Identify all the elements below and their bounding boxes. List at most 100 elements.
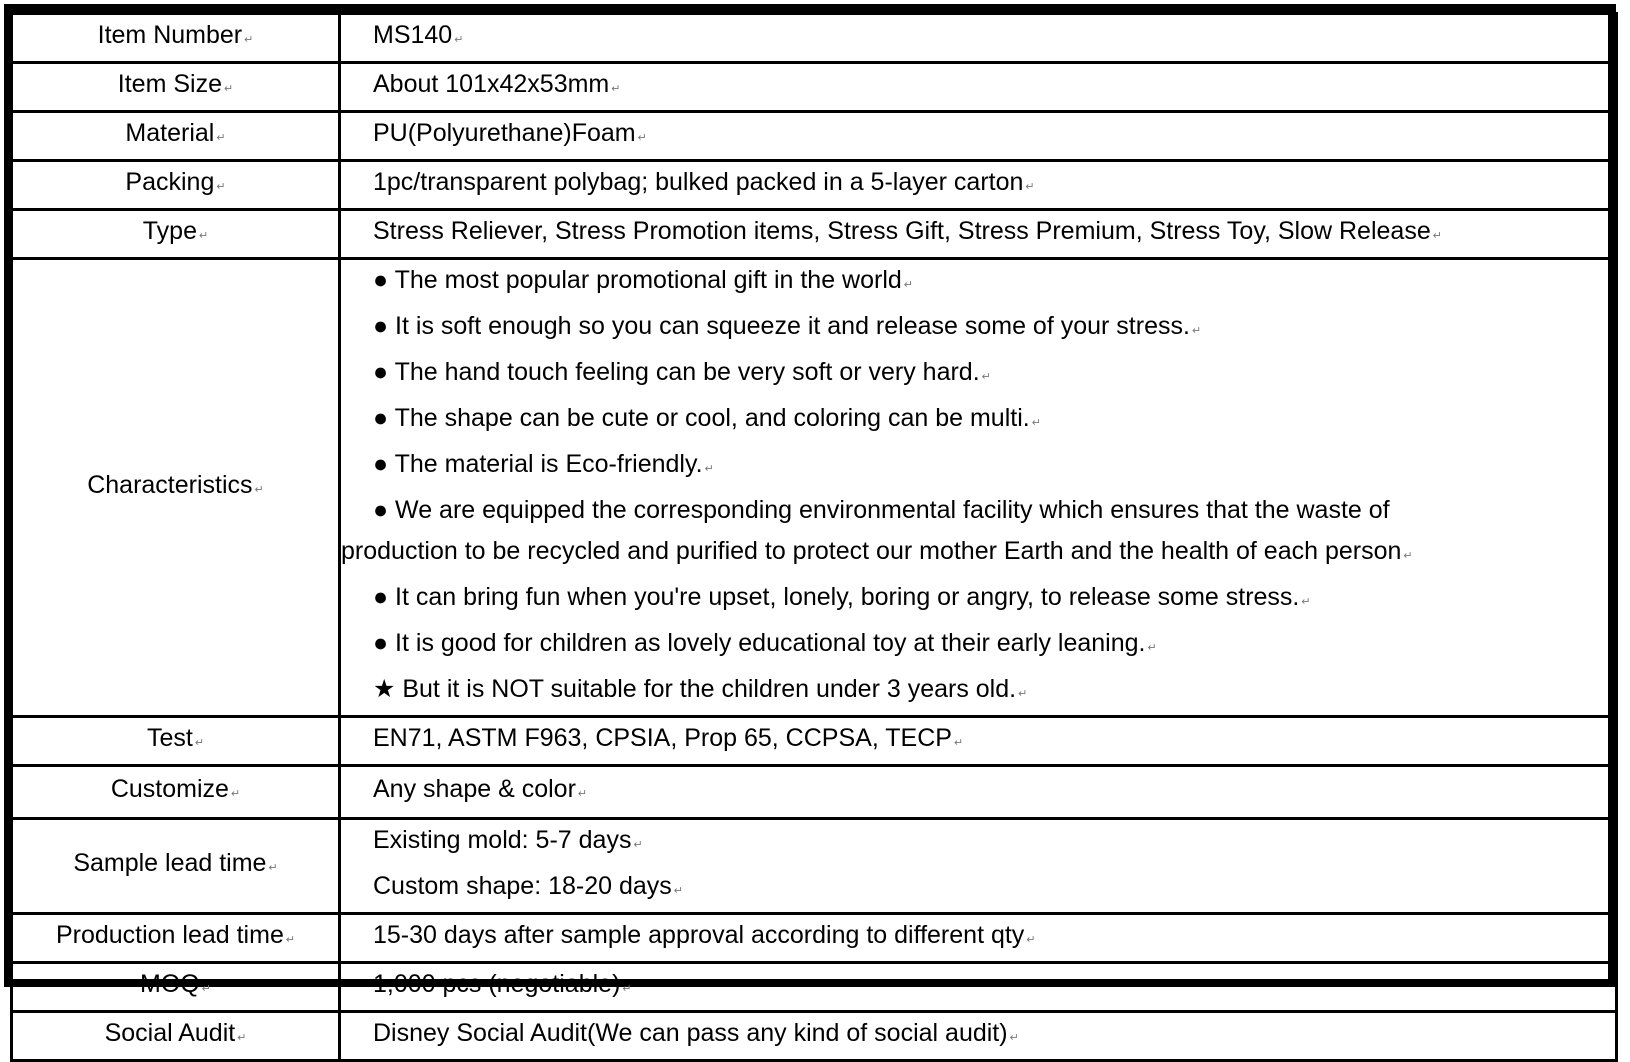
paragraph-mark-icon: ↵ [230, 788, 241, 800]
row-label: MOQ ↵ [10, 961, 341, 1013]
paragraph-mark-icon: ↵ [1026, 934, 1036, 946]
label-text: Sample lead time [73, 849, 267, 877]
paragraph-mark-icon: ↵ [1031, 417, 1041, 429]
paragraph-mark-icon: ↵ [285, 934, 296, 946]
row-label: Item Number ↵ [10, 12, 341, 64]
value-text: Custom shape: 18-20 days [373, 872, 672, 900]
paragraph-mark-icon: ↵ [223, 83, 234, 95]
value-text: 1,000 pcs (negotiable) [373, 970, 621, 998]
paragraph-mark-icon: ↵ [903, 279, 914, 291]
row-label: Packing ↵ [10, 159, 341, 211]
paragraph-mark-icon: ↵ [216, 132, 226, 144]
paragraph-mark-icon: ↵ [237, 1032, 247, 1044]
paragraph-mark-icon: ↵ [454, 34, 464, 46]
paragraph-mark-icon: ↵ [1025, 181, 1035, 193]
row-value: ● The most popular promotional gift in t… [338, 257, 1618, 718]
value-text: ● We are equipped the corresponding envi… [373, 496, 1390, 524]
paragraph-mark-icon: ↵ [254, 483, 264, 496]
label-text: Item Size [117, 70, 222, 98]
value-line: ● The material is Eco-friendly. ↵ [373, 444, 1614, 490]
paragraph-mark-icon: ↵ [633, 839, 643, 851]
row-label: Social Audit ↵ [10, 1010, 341, 1062]
paragraph-mark-icon: ↵ [1191, 325, 1202, 337]
row-label: Item Size ↵ [10, 61, 341, 113]
label-text: Item Number [97, 21, 243, 49]
value-line: Existing mold: 5-7 days ↵ [373, 822, 1614, 867]
value-line: PU(Polyurethane)Foam ↵ [373, 115, 1614, 158]
value-line: ● We are equipped the corresponding envi… [373, 490, 1614, 531]
table-row: Production lead time ↵ 15-30 days after sa… [10, 912, 1618, 964]
row-value: About 101x42x53mm ↵ [338, 61, 1618, 113]
label-text: Material [125, 119, 215, 147]
table-row: Type ↵ Stress Reliever, Stress Promotion i… [10, 208, 1618, 260]
value-text: ● The hand touch feeling can be very sof… [373, 358, 980, 386]
value-line: ● It is soft enough so you can squeeze i… [373, 306, 1614, 352]
label-text: Customize [110, 775, 229, 803]
row-label: Material ↵ [10, 110, 341, 162]
row-label: Type ↵ [10, 208, 341, 260]
paragraph-mark-icon: ↵ [244, 34, 254, 46]
table-row: Test ↵ EN71, ASTM F963, CPSIA, Prop 65, CC… [10, 715, 1618, 767]
paragraph-mark-icon: ↵ [611, 83, 621, 95]
value-line: Any shape & color ↵ [373, 769, 1614, 815]
paragraph-mark-icon: ↵ [1018, 688, 1028, 700]
value-line: ● It is good for children as lovely educ… [373, 623, 1614, 669]
value-text: PU(Polyurethane)Foam [373, 119, 636, 147]
paragraph-mark-icon: ↵ [622, 983, 632, 995]
paragraph-mark-icon: ↵ [953, 737, 964, 749]
row-label: Characteristics ↵ [10, 257, 341, 718]
label-text: Type [142, 217, 197, 245]
row-label: Production lead time ↵ [10, 912, 341, 964]
value-text: ● It can bring fun when you're upset, lo… [373, 583, 1300, 611]
paragraph-mark-icon: ↵ [637, 132, 647, 144]
value-text: ● The material is Eco-friendly. [373, 450, 703, 478]
value-text: MS140 [373, 21, 453, 49]
label-text: Characteristics [87, 470, 253, 499]
value-line: ● It can bring fun when you're upset, lo… [373, 577, 1614, 623]
row-value: EN71, ASTM F963, CPSIA, Prop 65, CCPSA, … [338, 715, 1618, 767]
row-label: Customize ↵ [10, 764, 341, 820]
row-value: 1pc/transparent polybag; bulked packed i… [338, 159, 1618, 211]
paragraph-mark-icon: ↵ [194, 737, 205, 749]
value-text: 1pc/transparent polybag; bulked packed i… [373, 168, 1024, 196]
value-text: production to be recycled and purified t… [341, 537, 1402, 565]
table-row: Material ↵ PU(Polyurethane)Foam ↵ [10, 110, 1618, 162]
paragraph-mark-icon: ↵ [1403, 550, 1413, 562]
row-value: Stress Reliever, Stress Promotion items,… [338, 208, 1618, 260]
value-text: Any shape & color [373, 775, 576, 803]
product-spec-table: Item Number ↵ MS140 ↵ Item Size ↵ About 101x42… [10, 12, 1618, 1062]
table-row: Customize ↵ Any shape & color ↵ [10, 764, 1618, 820]
row-value: 1,000 pcs (negotiable) ↵ [338, 961, 1618, 1013]
label-text: Production lead time [55, 921, 284, 949]
row-value: MS140 ↵ [338, 12, 1618, 64]
paragraph-mark-icon: ↵ [1009, 1032, 1019, 1044]
value-text: About 101x42x53mm [373, 70, 610, 98]
paragraph-mark-icon: ↵ [1147, 642, 1157, 654]
value-text: Existing mold: 5-7 days [373, 826, 632, 854]
value-text: ● The most popular promotional gift in t… [373, 266, 902, 294]
value-line: About 101x42x53mm ↵ [373, 66, 1614, 109]
value-line: EN71, ASTM F963, CPSIA, Prop 65, CCPSA, … [373, 720, 1614, 763]
row-value: PU(Polyurethane)Foam ↵ [338, 110, 1618, 162]
value-text: ● It is soft enough so you can squeeze i… [373, 312, 1190, 340]
paragraph-mark-icon: ↵ [216, 181, 226, 193]
row-value: Existing mold: 5-7 days ↵ Custom shape: 18… [338, 817, 1618, 915]
value-line: 1pc/transparent polybag; bulked packed i… [373, 164, 1614, 207]
value-text: Stress Reliever, Stress Promotion items,… [373, 217, 1431, 245]
table-row: Sample lead time ↵ Existing mold: 5-7 days… [10, 817, 1618, 915]
value-text: ● The shape can be cute or cool, and col… [373, 404, 1030, 432]
value-line: 15-30 days after sample approval accordi… [373, 917, 1614, 960]
paragraph-mark-icon: ↵ [268, 862, 278, 874]
table-row: Item Size ↵ About 101x42x53mm ↵ [10, 61, 1618, 113]
paragraph-mark-icon: ↵ [1432, 230, 1442, 242]
paragraph-mark-icon: ↵ [981, 371, 991, 383]
value-line: Custom shape: 18-20 days ↵ [373, 866, 1614, 911]
row-label: Sample lead time ↵ [10, 817, 341, 915]
paragraph-mark-icon: ↵ [704, 463, 714, 475]
table-row: Social Audit ↵ Disney Social Audit(We can … [10, 1010, 1618, 1062]
value-line: Disney Social Audit(We can pass any kind… [373, 1015, 1614, 1058]
value-line: ★ But it is NOT suitable for the childre… [373, 669, 1614, 714]
row-label: Test ↵ [10, 715, 341, 767]
value-text: EN71, ASTM F963, CPSIA, Prop 65, CCPSA, … [373, 724, 952, 752]
row-value: Any shape & color ↵ [338, 764, 1618, 820]
